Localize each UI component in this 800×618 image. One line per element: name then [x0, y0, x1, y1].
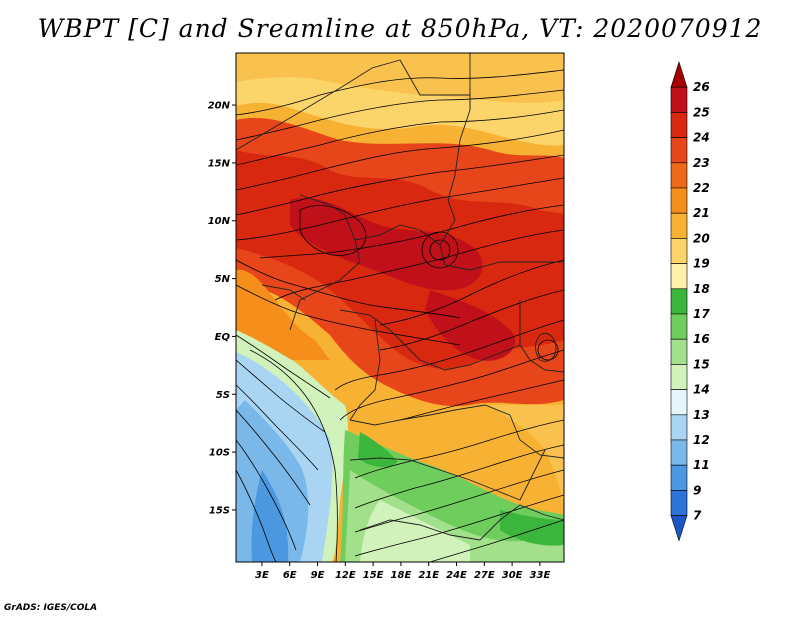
- colorbar-label: 20: [693, 231, 710, 245]
- lat-tick-label: 10S: [209, 448, 230, 459]
- lon-tick-label: 30E: [502, 570, 523, 581]
- colorbar-segment: [670, 86, 688, 113]
- colorbar-segment: [670, 137, 688, 164]
- colorbar-label: 9: [693, 483, 701, 497]
- colorbar-label: 23: [693, 156, 710, 170]
- colorbar-label: 22: [693, 181, 710, 195]
- lon-tick-label: 9E: [311, 570, 325, 581]
- longitude-axis: 3E 6E 9E 12E 15E 18E 21E 24E 27E 30E 33E: [255, 562, 550, 581]
- colorbar-segment: [670, 338, 688, 365]
- lat-tick-label: 10N: [208, 216, 231, 227]
- colorbar-segment: [670, 364, 688, 390]
- colorbar-label: 13: [693, 408, 710, 422]
- colorbar-segment: [670, 515, 688, 542]
- colorbar-label: 7: [693, 509, 702, 523]
- colorbar-label: 12: [693, 433, 710, 447]
- colorbar-segment: [670, 389, 688, 416]
- lon-tick-label: 15E: [363, 570, 384, 581]
- lat-tick-label: 20N: [208, 101, 231, 112]
- colorbar-label: 14: [693, 383, 710, 397]
- colorbar-label: 25: [693, 105, 710, 119]
- colorbar: 26 25 24 23 22 21 20 19 18 17 16 15 14 13 12 11 9 7: [670, 61, 710, 542]
- lat-tick-label: 15N: [208, 158, 231, 169]
- colorbar-segment: [670, 162, 688, 189]
- colorbar-label: 16: [693, 332, 710, 346]
- colorbar-label: 26: [693, 80, 710, 94]
- colorbar-segment: [670, 414, 688, 441]
- colorbar-label: 19: [693, 257, 710, 271]
- colorbar-segment: [670, 439, 688, 466]
- latitude-axis: 20N 15N 10N 5N EQ 5S 10S 15S: [208, 101, 236, 516]
- colorbar-segment: [670, 464, 688, 491]
- map-frame: [235, 52, 565, 563]
- colorbar-segment: [670, 288, 688, 315]
- colorbar-segment: [670, 263, 688, 290]
- colorbar-label: 17: [693, 307, 710, 321]
- lat-tick-label: 5S: [216, 390, 230, 401]
- colorbar-label: 11: [693, 458, 710, 472]
- chart-title: WBPT [C] and Sreamline at 850hPa, VT: 20…: [37, 14, 763, 43]
- lon-tick-label: 6E: [283, 570, 297, 581]
- colorbar-label: 24: [693, 131, 710, 145]
- colorbar-label: 15: [693, 357, 710, 371]
- colorbar-segment: [670, 238, 688, 264]
- colorbar-label: 18: [693, 282, 710, 296]
- streamlines: [236, 69, 564, 562]
- lon-tick-label: 18E: [391, 570, 412, 581]
- colorbar-segment: [670, 212, 688, 239]
- lat-tick-label: EQ: [215, 332, 231, 343]
- colorbar-segment: [670, 313, 688, 340]
- lat-tick-label: 15S: [209, 505, 230, 516]
- country-borders: [236, 53, 564, 541]
- lon-tick-label: 27E: [474, 570, 495, 581]
- lon-tick-label: 3E: [255, 570, 269, 581]
- colorbar-segment: [670, 490, 688, 516]
- lon-tick-label: 21E: [418, 570, 439, 581]
- temperature-field: [236, 53, 564, 562]
- grads-credit: GrADS: IGES/COLA: [4, 603, 98, 613]
- lat-tick-label: 5N: [215, 274, 231, 285]
- lon-tick-label: 24E: [446, 570, 467, 581]
- lon-tick-label: 33E: [530, 570, 551, 581]
- colorbar-label: 21: [693, 206, 710, 220]
- lon-tick-label: 12E: [335, 570, 356, 581]
- colorbar-segment: [670, 112, 688, 138]
- colorbar-segment: [670, 187, 688, 214]
- colorbar-segment: [670, 61, 688, 88]
